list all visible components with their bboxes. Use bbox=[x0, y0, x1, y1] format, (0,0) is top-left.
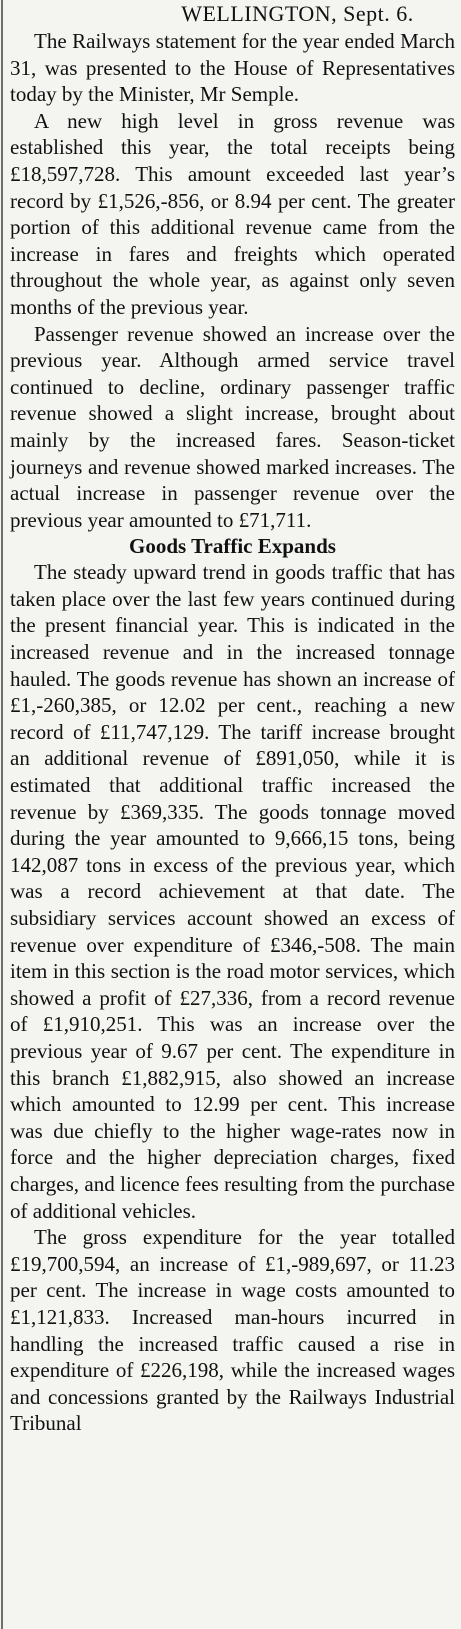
paragraph: Passenger revenue showed an increase ove… bbox=[10, 321, 455, 532]
dateline: WELLINGTON, Sept. 6. bbox=[181, 1, 414, 26]
paragraph: The steady upward trend in goods traffic… bbox=[10, 560, 455, 1223]
paragraph: The gross expenditure for the year total… bbox=[10, 1225, 455, 1436]
paragraph: The Railways statement for the year ende… bbox=[10, 29, 455, 107]
column-rule bbox=[1, 0, 3, 1629]
subheading: Goods Traffic Expands bbox=[129, 534, 336, 559]
paragraph: A new high level in gross revenue was es… bbox=[10, 108, 455, 319]
